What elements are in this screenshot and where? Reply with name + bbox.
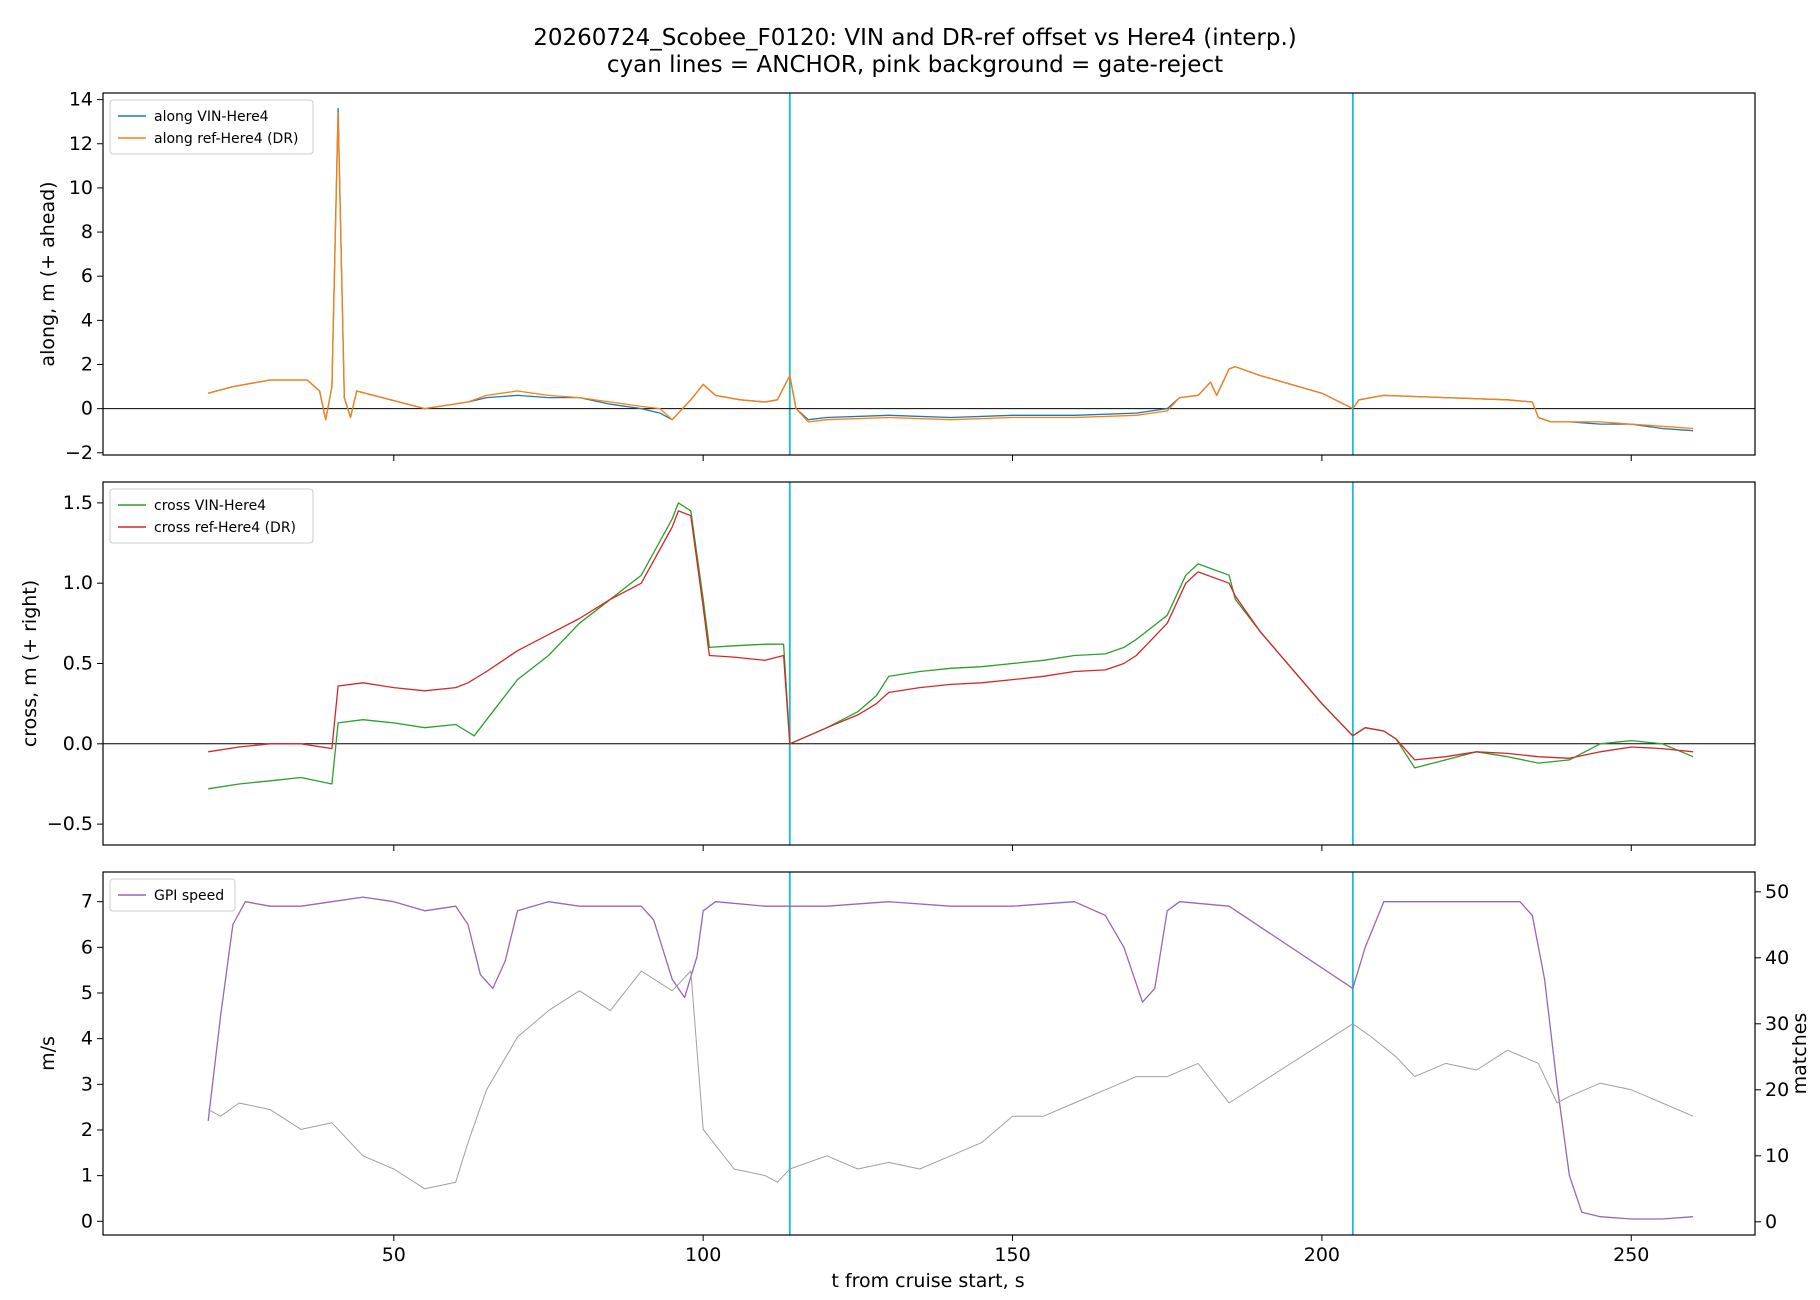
y2-tick-label: 0: [1765, 1211, 1777, 1233]
y-tick-label: 0: [81, 1210, 93, 1232]
y-tick-label: 6: [81, 936, 93, 958]
series-line-3-2: [207, 970, 1694, 1190]
y2-tick-label: 30: [1765, 1013, 1789, 1035]
legend-box: [109, 878, 236, 912]
legend-entry: cross ref-Here4 (DR): [154, 520, 296, 536]
y-tick-label: 8: [81, 221, 93, 243]
y-tick-label: 0: [81, 398, 93, 420]
y-tick-label: 7: [81, 891, 93, 913]
y-axis-label: cross, m (+ right): [19, 580, 41, 747]
y-tick-label: 4: [81, 1028, 93, 1050]
y-tick-label: −0.5: [47, 813, 93, 835]
y-tick-label: 1.0: [63, 572, 93, 594]
y2-tick-label: 50: [1765, 881, 1789, 903]
legend-box: [109, 99, 314, 155]
y-tick-label: 5: [81, 982, 93, 1004]
y-axis-label: along, m (+ ahead): [37, 181, 59, 366]
y2-tick-label: 10: [1765, 1145, 1789, 1167]
legend-entry: along ref-Here4 (DR): [154, 131, 299, 147]
y-tick-label: 2: [81, 1119, 93, 1141]
x-axis-label: t from cruise start, s: [831, 1270, 1024, 1292]
y-tick-label: 1: [81, 1165, 93, 1187]
series-line-1-2: [208, 112, 1694, 430]
plot-frame: [102, 92, 1756, 456]
y2-tick-label: 40: [1765, 947, 1789, 969]
panel-1: −2 0 2 4 6 8 10 12 14 along, m (+ ahead) along VIN…: [37, 89, 1756, 464]
x-tick-label: 200: [1304, 1244, 1340, 1266]
chart-title: 20260724_Scobee_F0120: VIN and DR-ref of…: [533, 25, 1297, 51]
y-tick-label: 1.5: [63, 492, 93, 514]
y-tick-label: 0.0: [63, 733, 93, 755]
legend-entry: along VIN-Here4: [154, 109, 269, 125]
series-line-2-2: [208, 510, 1694, 761]
plot-frame: [102, 871, 1756, 1236]
plot-area: [103, 93, 1755, 455]
panel-2: −0.5 0.0 0.5 1.0 1.5 cross, m (+ right) cross …: [19, 481, 1756, 851]
y-tick-label: 14: [69, 89, 93, 111]
plot-area: [103, 872, 1755, 1235]
y-tick-label: 0.5: [63, 653, 93, 675]
y2-axis-label: matches: [1789, 1013, 1811, 1095]
y-tick-label: 10: [69, 177, 93, 199]
series-line-3-1: [207, 896, 1694, 1220]
y-axis-label: m/s: [37, 1036, 59, 1071]
chart-subtitle: cyan lines = ANCHOR, pink background = g…: [607, 52, 1223, 78]
x-tick-label: 50: [382, 1244, 406, 1266]
y-tick-label: 3: [81, 1073, 93, 1095]
plot-area: [103, 482, 1755, 845]
legend-entry: cross VIN-Here4: [154, 498, 266, 514]
y-tick-label: 6: [81, 265, 93, 287]
y-tick-label: 4: [81, 309, 93, 331]
y-tick-label: 2: [81, 354, 93, 376]
x-tick-label: 100: [685, 1244, 721, 1266]
legend-box: [109, 488, 314, 544]
x-tick-label: 150: [994, 1244, 1030, 1266]
x-tick-label: 250: [1613, 1244, 1649, 1266]
y-tick-label: −2: [65, 442, 93, 464]
y-tick-label: 12: [69, 133, 93, 155]
legend-entry: GPI speed: [154, 888, 224, 904]
panel-3: 0 1 2 3 4 5 6 7 0 10 20 30 40 50 matches 50 100 150 200 250…: [37, 871, 1811, 1266]
y2-tick-label: 20: [1765, 1079, 1789, 1101]
